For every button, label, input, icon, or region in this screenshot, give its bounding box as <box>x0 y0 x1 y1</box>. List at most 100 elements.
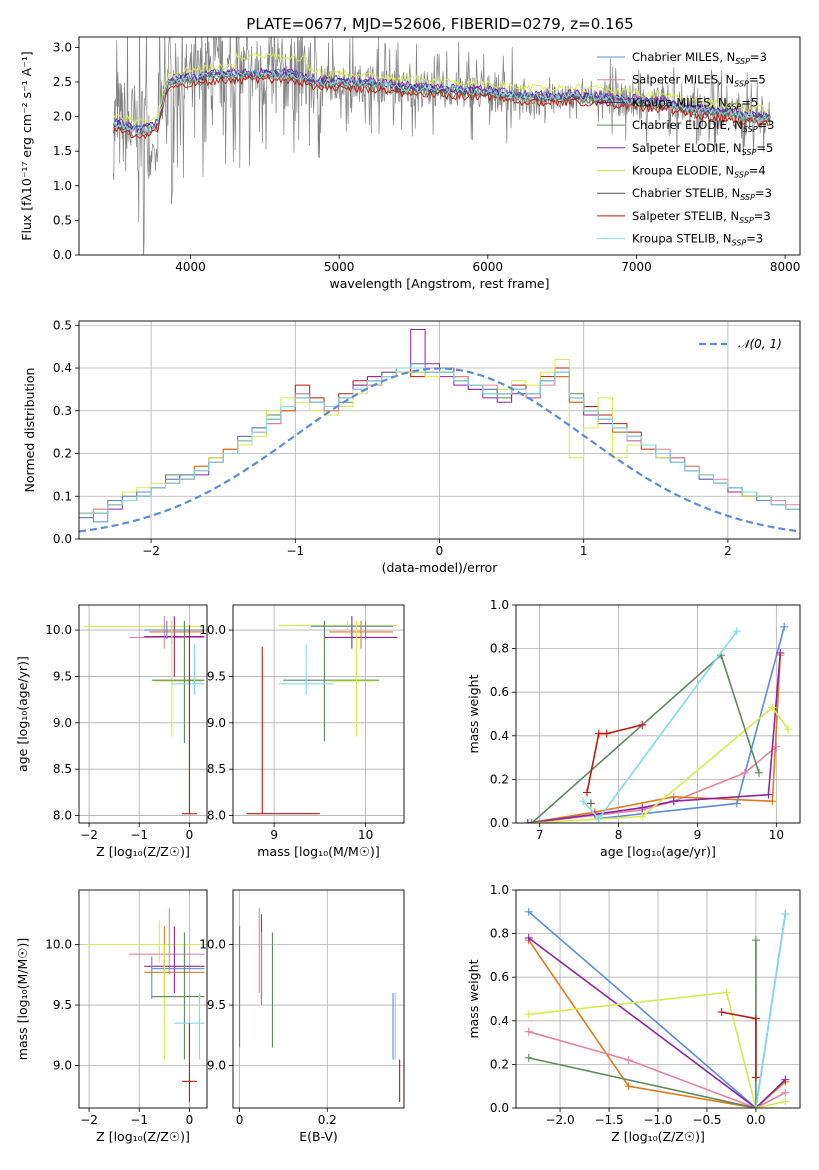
y-tick-label: 1.0 <box>490 598 509 612</box>
y-tick-label: 0.5 <box>53 318 72 332</box>
x-tick-label: 7000 <box>621 260 652 274</box>
axes-frame <box>78 36 801 256</box>
y-tick-label: 9.5 <box>207 998 226 1012</box>
x-tick-label: −1 <box>286 544 304 558</box>
legend-entry-label: Salpeter MILES, NSSP=5 <box>632 73 766 89</box>
x-tick-label: 8000 <box>770 260 801 274</box>
y-tick-label: 0.0 <box>490 816 509 830</box>
y-tick-label: 0.6 <box>490 970 509 984</box>
legend-entry-label: 𝒩(0, 1) <box>738 337 782 351</box>
weight-series-line <box>528 940 757 1108</box>
plot-area <box>79 329 800 533</box>
y-tick-label: 0.0 <box>53 248 72 262</box>
panel-residual-histogram: −2 −1 0 1 2 0.0 0.1 0.2 0.3 0.4 0.5 (data-model)/er… <box>22 318 801 575</box>
y-tick-label: 0.5 <box>53 213 72 227</box>
plot-area <box>523 622 793 823</box>
y-tick-label: 10.0 <box>199 938 226 952</box>
y-tick-label: 8.0 <box>207 809 226 823</box>
weight-series-line <box>528 937 786 1108</box>
y-tick-label: 0.0 <box>490 1101 509 1115</box>
axes-frame <box>78 889 208 1109</box>
y-tick-label: 9.0 <box>53 1059 72 1073</box>
spectrum-legend: Chabrier MILES, NSSP=3 Salpeter MILES, NS… <box>597 50 774 248</box>
y-tick-label: 9.5 <box>207 669 226 683</box>
x-axis-label: Z [log₁₀(Z/Z☉)] <box>96 844 190 859</box>
y-tick-label: 3.0 <box>53 40 72 54</box>
legend-entry-label: Chabrier STELIB, NSSP=3 <box>632 186 772 202</box>
x-axis-label: E(B-V) <box>299 1129 338 1144</box>
spectrum-model-line <box>112 69 770 135</box>
weight-series-line <box>527 652 782 823</box>
y-tick-label: 1.0 <box>490 883 509 897</box>
x-axis-label: wavelength [Angstrom, rest frame] <box>329 276 549 291</box>
y-axis-label: mass [log₁₀(M/M☉)] <box>15 938 30 1060</box>
x-tick-label: −2 <box>142 544 160 558</box>
axes-frame <box>232 604 405 824</box>
x-axis-label: age [log₁₀(age/yr)] <box>600 844 716 859</box>
panel-mass-vs-metallicity-error-bars-: −2 −1 0 9.0 9.5 10.0 Z [log₁₀(Z/Z☉)] mass [log₁… <box>15 889 208 1144</box>
y-tick-label: 9.0 <box>207 1059 226 1073</box>
x-tick-label: −1.5 <box>594 1113 623 1127</box>
y-tick-label: 0.3 <box>53 404 72 418</box>
axes-frame <box>515 604 801 824</box>
panel-age-vs-mass-error-bars-: 9 10 8.0 8.5 9.0 9.5 10.0 mass [log₁₀(M/M☉)] <box>199 604 405 859</box>
panels: 4000 5000 6000 7000 80000.00.51.01.52.02.53.… <box>15 36 801 1144</box>
plot-area <box>239 908 401 1102</box>
y-axis-label: mass weight <box>466 959 481 1038</box>
y-tick-label: 10.0 <box>45 938 72 952</box>
x-tick-label: 0 <box>436 544 444 558</box>
x-tick-label: 6000 <box>473 260 504 274</box>
y-tick-label: 0.2 <box>53 447 72 461</box>
y-tick-label: 0.2 <box>490 772 509 786</box>
panel-age-vs-metallicity-error-bars-: −2 −1 0 8.0 8.5 9.0 9.5 10.0 Z [log₁₀(Z/Z☉)] age … <box>15 604 208 859</box>
weight-series-line <box>528 991 786 1108</box>
spectrum-model-line <box>112 52 770 125</box>
x-tick-label: 1 <box>580 544 588 558</box>
y-tick-label: 10.0 <box>199 623 226 637</box>
legend-entry-label: Salpeter ELODIE, NSSP=5 <box>632 141 773 157</box>
x-tick-label: 8 <box>615 828 623 842</box>
y-axis-label: Normed distribution <box>22 368 37 493</box>
y-tick-label: 9.5 <box>53 998 72 1012</box>
x-tick-label: 0 <box>236 1113 244 1127</box>
x-tick-label: 7 <box>536 828 544 842</box>
x-axis-label: Z [log₁₀(Z/Z☉)] <box>96 1129 190 1144</box>
y-tick-label: 9.0 <box>53 716 72 730</box>
x-tick-label: −2.0 <box>545 1113 574 1127</box>
legend-entry-label: Chabrier MILES, NSSP=3 <box>632 50 767 66</box>
x-axis-label: mass [log₁₀(M/M☉)] <box>257 844 379 859</box>
legend-entry-label: Kroupa MILES, NSSP=5 <box>632 95 758 111</box>
x-tick-label: −1 <box>130 1113 148 1127</box>
legend-entry-label: Kroupa ELODIE, NSSP=4 <box>632 164 766 180</box>
x-tick-label: 2 <box>724 544 732 558</box>
x-tick-label: 0 <box>186 1113 194 1127</box>
y-axis-label: age [log₁₀(age/yr)] <box>15 656 30 772</box>
x-tick-label: 10 <box>358 828 373 842</box>
plot-area <box>246 616 398 815</box>
panel-spectrum: 4000 5000 6000 7000 8000 0.0 0.5 1.0 1.5 2.0 2.5 3.… <box>19 36 801 291</box>
x-tick-label: −2 <box>80 1113 98 1127</box>
weight-series-line <box>528 1030 786 1108</box>
panel-mass-weight-vs-age: 7 8 9 10 0.0 0.2 0.4 0.6 0.8 1.0 age [log₁₀(age/yr… <box>466 598 801 859</box>
y-tick-label: 0.6 <box>490 685 509 699</box>
normal-distribution-curve <box>79 367 800 533</box>
x-tick-label: −0.5 <box>692 1113 721 1127</box>
y-tick-label: 2.0 <box>53 110 72 124</box>
plot-area <box>524 907 790 1108</box>
y-tick-label: 0.8 <box>490 927 509 941</box>
axes-frame <box>78 604 208 824</box>
y-tick-label: 1.0 <box>53 179 72 193</box>
x-tick-label: 0.2 <box>318 1113 337 1127</box>
figure-title: PLATE=0677, MJD=52606, FIBERID=0279, z=0… <box>246 15 633 33</box>
axes-frame <box>232 889 405 1109</box>
x-tick-label: 0 <box>186 828 194 842</box>
y-tick-label: 0.0 <box>53 532 72 546</box>
x-tick-label: 5000 <box>324 260 355 274</box>
panel-mass-weight-vs-metallicity: −2.0 −1.5 −1.0 −0.5 0.0 0.0 0.2 0.4 0.6 0.8 1.0 Z [… <box>466 883 801 1144</box>
x-tick-label: 0.0 <box>746 1113 765 1127</box>
x-tick-label: −2 <box>80 828 98 842</box>
legend-entry-label: Kroupa STELIB, NSSP=3 <box>632 232 763 248</box>
y-tick-label: 0.4 <box>490 1014 509 1028</box>
